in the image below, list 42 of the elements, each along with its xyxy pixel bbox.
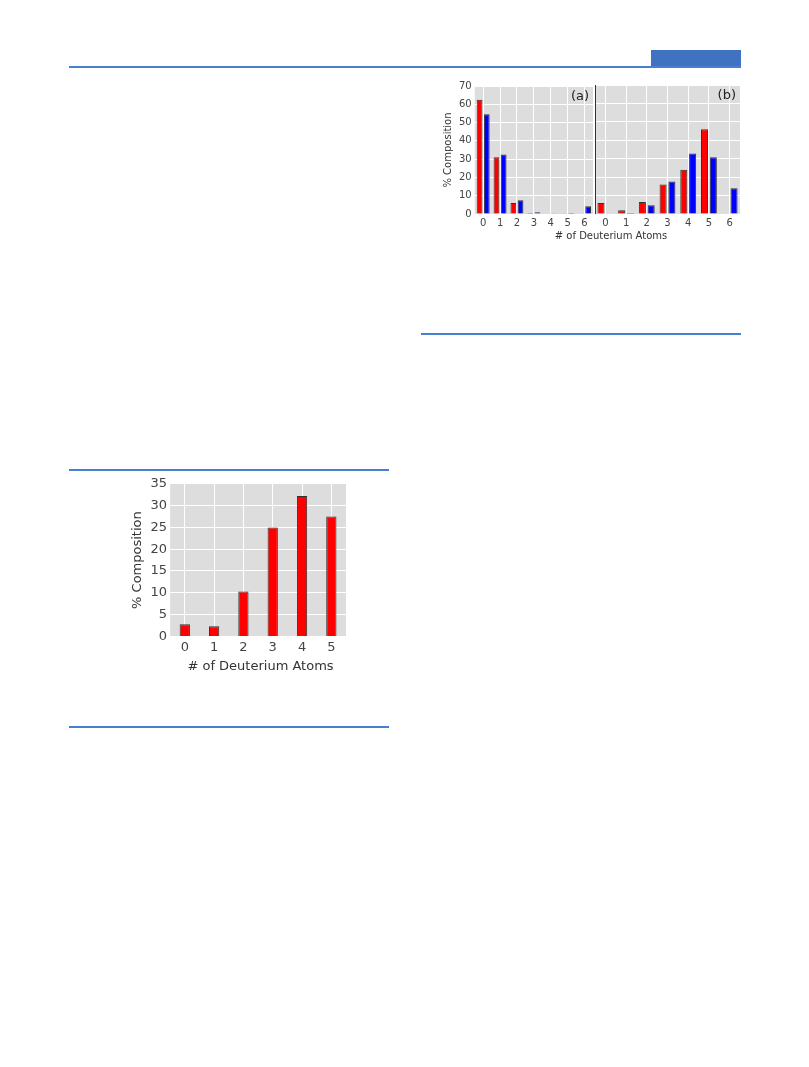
x-tick-label: 0 (479, 216, 487, 228)
x-tick-label: 2 (513, 216, 521, 228)
y-tick-label: 10 (458, 189, 472, 201)
y-tick-label: 30 (458, 152, 472, 164)
x-tick-label: 0 (602, 216, 609, 228)
annotation: (b) (717, 86, 736, 102)
y-tick-label: 20 (458, 171, 472, 183)
x-tick-label: 1 (622, 216, 630, 228)
y-tick-label: 0 (158, 627, 168, 643)
x-tick-label: 3 (530, 216, 538, 228)
y-tick-label: 10 (150, 584, 168, 600)
x-tick-label: 4 (547, 216, 554, 228)
y-axis-title: % Composition (441, 112, 453, 188)
x-axis-title: # of Deuterium Atoms (186, 658, 335, 673)
x-tick-label: 6 (726, 216, 733, 228)
x-axis-title: # of Deuterium Atoms (553, 230, 669, 241)
y-tick-label: 70 (458, 79, 472, 91)
y-tick-label: 35 (150, 475, 168, 491)
x-tick-label: 3 (268, 638, 277, 654)
x-tick-label: 5 (564, 216, 571, 228)
x-tick-label: 2 (643, 216, 650, 228)
y-tick-label: 40 (458, 134, 472, 146)
y-axis-title: % Composition (129, 511, 145, 609)
x-tick-label: 1 (209, 638, 219, 654)
y-tick-label: 0 (465, 207, 472, 219)
x-tick-label: 5 (327, 638, 336, 654)
x-tick-label: 4 (685, 216, 692, 228)
x-tick-label: 6 (581, 216, 588, 228)
y-tick-label: 60 (458, 97, 472, 109)
y-tick-label: 25 (150, 518, 168, 534)
x-tick-label: 3 (664, 216, 671, 228)
y-tick-label: 30 (150, 496, 168, 512)
x-tick-label: 2 (239, 638, 248, 654)
x-tick-label: 1 (496, 216, 504, 228)
y-tick-label: 5 (158, 605, 168, 621)
y-tick-label: 15 (150, 562, 168, 578)
annotation: (a) (570, 87, 589, 103)
x-tick-label: 5 (705, 216, 713, 228)
y-tick-label: 20 (150, 540, 168, 556)
y-tick-label: 50 (458, 116, 472, 128)
x-tick-label: 0 (180, 638, 189, 654)
x-tick-label: 4 (297, 638, 307, 654)
